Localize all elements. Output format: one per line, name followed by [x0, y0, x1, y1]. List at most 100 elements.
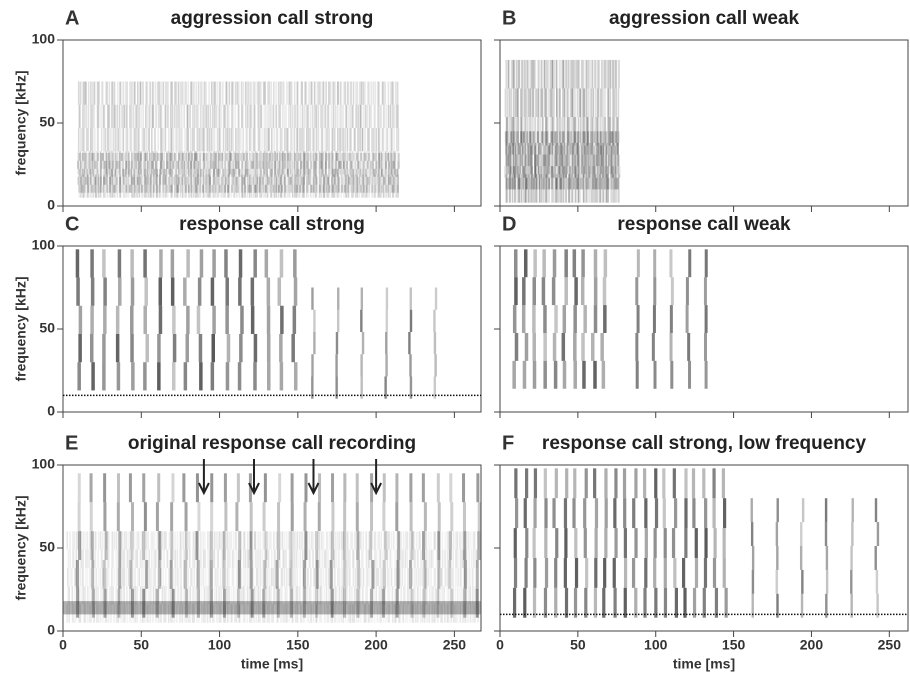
texture: [538, 174, 541, 203]
texture: [110, 174, 112, 198]
texture: [118, 184, 121, 193]
y-tick-label: 50: [39, 114, 55, 130]
texture: [602, 88, 605, 118]
texture: [143, 586, 146, 605]
texture: [116, 127, 118, 152]
texture: [507, 59, 510, 89]
texture: [455, 531, 457, 550]
texture: [359, 184, 362, 193]
texture: [224, 127, 227, 152]
texture: [327, 174, 330, 198]
texture: [702, 468, 706, 499]
texture: [614, 154, 617, 167]
texture: [212, 81, 215, 105]
texture: [227, 176, 230, 185]
texture: [86, 586, 89, 605]
texture: [296, 531, 299, 550]
texture: [535, 177, 538, 190]
texture: [98, 567, 100, 587]
texture: [194, 176, 197, 185]
texture: [327, 604, 330, 623]
texture: [373, 604, 376, 623]
texture: [335, 151, 338, 175]
texture: [108, 549, 110, 568]
texture: [325, 152, 328, 161]
texture: [183, 174, 186, 198]
texture: [687, 332, 691, 361]
texture: [184, 184, 187, 193]
texture: [467, 531, 470, 550]
texture: [267, 81, 269, 105]
texture: [133, 549, 135, 568]
x-tick-label: 250: [443, 637, 467, 653]
texture: [83, 104, 86, 128]
texture: [161, 127, 163, 152]
texture: [751, 569, 755, 594]
texture: [290, 473, 294, 503]
texture: [391, 184, 394, 193]
texture: [594, 117, 597, 146]
texture: [434, 604, 437, 623]
texture: [188, 549, 191, 568]
texture: [524, 142, 527, 155]
texture: [266, 333, 271, 363]
texture: [385, 331, 388, 355]
texture: [180, 586, 183, 605]
texture: [439, 549, 441, 568]
texture: [275, 104, 278, 128]
texture: [326, 531, 328, 550]
texture: [143, 168, 146, 177]
texture: [274, 567, 276, 587]
texture: [76, 277, 80, 306]
texture: [413, 549, 416, 568]
texture: [344, 168, 347, 177]
texture: [82, 81, 85, 105]
texture: [424, 567, 427, 587]
texture: [514, 59, 516, 89]
texture: [250, 305, 255, 334]
texture: [359, 586, 362, 605]
texture: [433, 531, 436, 550]
texture: [178, 567, 180, 587]
texture: [212, 104, 214, 128]
texture: [365, 531, 367, 550]
texture: [366, 586, 368, 605]
texture: [219, 604, 222, 623]
texture: [77, 127, 80, 152]
texture: [146, 81, 149, 105]
texture: [310, 160, 313, 169]
texture: [558, 174, 560, 203]
texture: [228, 531, 231, 550]
texture: [684, 468, 688, 499]
texture: [126, 604, 129, 623]
texture: [118, 168, 121, 177]
texture: [279, 127, 282, 152]
texture: [174, 81, 176, 105]
texture: [161, 152, 164, 161]
texture: [134, 586, 137, 605]
texture: [563, 166, 566, 178]
texture: [580, 59, 583, 89]
texture: [585, 177, 588, 190]
texture: [77, 549, 80, 568]
texture: [164, 127, 167, 152]
texture: [474, 567, 477, 587]
texture: [230, 531, 233, 550]
texture: [524, 177, 527, 190]
texture: [203, 127, 206, 152]
texture: [277, 531, 280, 550]
texture: [82, 174, 85, 198]
texture: [594, 557, 598, 588]
texture: [185, 586, 188, 605]
texture: [252, 174, 255, 198]
texture: [136, 104, 139, 128]
texture: [207, 531, 209, 550]
texture: [240, 567, 242, 587]
texture: [422, 531, 426, 560]
texture: [128, 473, 132, 503]
texture: [307, 604, 310, 623]
texture: [167, 151, 170, 175]
texture: [601, 154, 604, 167]
texture: [304, 586, 306, 605]
texture: [133, 174, 135, 198]
